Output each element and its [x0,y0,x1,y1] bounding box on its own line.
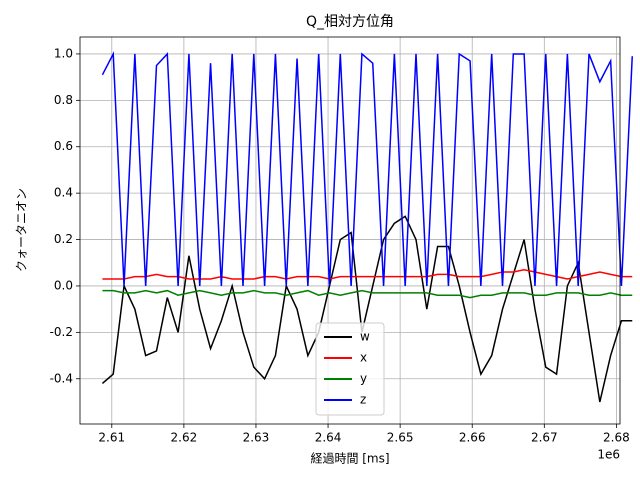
y-tick-label: -0.2 [50,325,73,339]
x-tick-label: 2.65 [387,431,414,445]
x-tick-label: 2.64 [315,431,342,445]
x-axis-label: 経過時間 [ms] [310,452,389,466]
chart-title: Q_相対方位角 [306,14,394,30]
legend-label: z [360,393,366,407]
y-axis-label: クォータニオン [15,188,29,272]
x-tick-label: 2.63 [243,431,270,445]
y-tick-label: 0.8 [54,93,73,107]
series-line [102,289,633,299]
y-tick-label: 1.0 [54,46,73,60]
x-tick-label: 2.68 [603,431,630,445]
legend-label: w [360,330,370,344]
x-tick-label: 2.62 [171,431,198,445]
y-tick-label: 0.6 [54,139,73,153]
y-tick-label: 0.0 [54,278,73,292]
series-line [101,215,633,403]
y-tick-label: 0.4 [54,186,73,200]
x-offset-label: 1e6 [597,448,620,462]
legend-label: x [360,351,367,365]
x-tick-label: 2.67 [531,431,558,445]
x-tick-label: 2.66 [459,431,486,445]
y-tick-label: 0.2 [54,232,73,246]
series-line [101,51,633,286]
legend-label: y [360,372,367,386]
x-tick-label: 2.61 [98,431,125,445]
y-tick-label: -0.4 [50,371,73,385]
series-line [102,268,633,280]
legend-box [315,322,385,416]
plot-frame [79,36,621,425]
